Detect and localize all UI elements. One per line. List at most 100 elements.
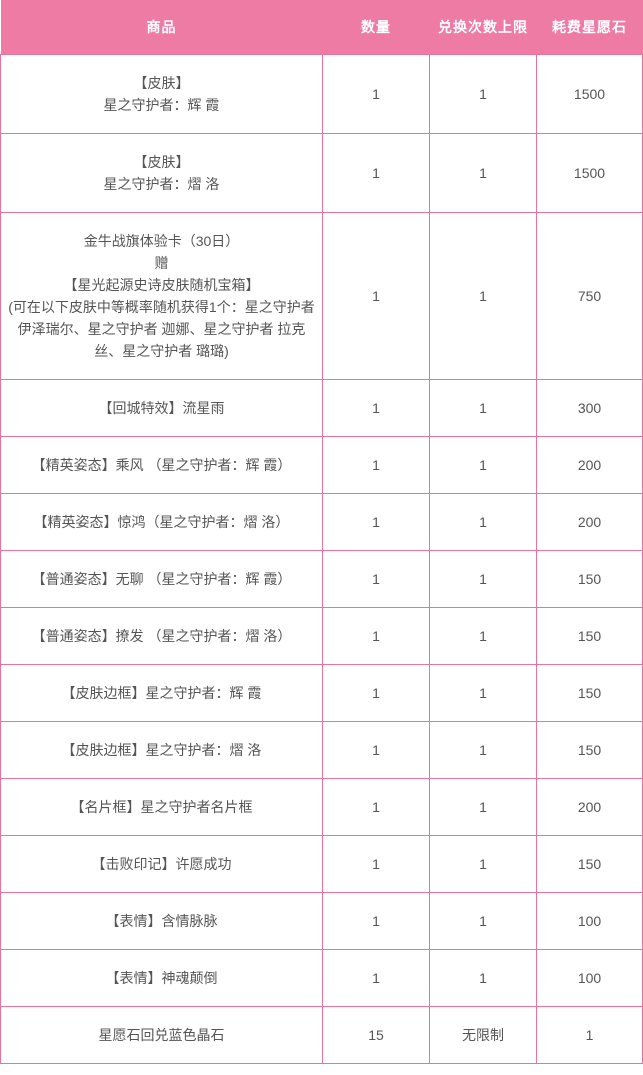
quantity-cell: 1 [322,379,430,437]
cost-cell: 150 [536,721,643,779]
product-cell: 【精英姿态】惊鸿（星之守护者：熠 洛） [0,493,323,551]
exchange-limit-cell: 1 [429,778,537,836]
product-cell: 【表情】神魂颠倒 [0,949,323,1007]
product-name-line: 赠 [154,255,169,271]
product-name-line: 【击败印记】许愿成功 [91,856,232,872]
table-row: 【皮肤边框】星之守护者：熠 洛 1 1 150 [0,721,643,779]
exchange-limit-cell: 1 [429,550,537,608]
table-row: 金牛战旗体验卡（30日） 赠【星光起源史诗皮肤随机宝箱】 (可在以下皮肤中等概率随机… [0,212,643,380]
exchange-limit-cell: 1 [429,949,537,1007]
product-name-line: (可在以下皮肤中等概率随机获得1个：星之守护者 伊泽瑞尔、星之守护者 迦娜、星之… [8,299,315,359]
exchange-limit-cell: 1 [429,212,537,380]
table-row: 【精英姿态】惊鸿（星之守护者：熠 洛） 1 1 200 [0,493,643,551]
cost-cell: 150 [536,607,643,665]
table-row: 【精英姿态】乘风 （星之守护者：辉 霞） 1 1 200 [0,436,643,494]
product-name-line: 【普通姿态】无聊 （星之守护者：辉 霞） [31,571,292,587]
quantity-cell: 1 [322,778,430,836]
exchange-limit-cell: 1 [429,379,537,437]
exchange-limit-cell: 1 [429,436,537,494]
product-cell: 【皮肤】星之守护者：辉 霞 [0,54,323,134]
table-row: 【普通姿态】撩发 （星之守护者：熠 洛） 1 1 150 [0,607,643,665]
product-cell: 【回城特效】流星雨 [0,379,323,437]
quantity-cell: 1 [322,607,430,665]
table-row: 【回城特效】流星雨 1 1 300 [0,379,643,437]
cost-cell: 100 [536,892,643,950]
cost-cell: 100 [536,949,643,1007]
cost-cell: 1 [536,1006,643,1064]
product-name-line: 星愿石回兑蓝色晶石 [98,1027,225,1043]
cost-cell: 150 [536,664,643,722]
col-header-product: 商品 [0,0,323,55]
product-name-line: 【表情】含情脉脉 [105,913,218,929]
exchange-limit-cell: 1 [429,607,537,665]
table-row: 【击败印记】许愿成功 1 1 150 [0,835,643,893]
table-row: 【普通姿态】无聊 （星之守护者：辉 霞） 1 1 150 [0,550,643,608]
header-row: 商品 数量 兑换次数上限 耗费星愿石 [0,0,643,55]
product-cell: 【皮肤边框】星之守护者：熠 洛 [0,721,323,779]
product-cell: 金牛战旗体验卡（30日） 赠【星光起源史诗皮肤随机宝箱】 (可在以下皮肤中等概率随机… [0,212,323,380]
table-header: 商品 数量 兑换次数上限 耗费星愿石 [0,0,643,55]
product-name-line: 【名片框】星之守护者名片框 [70,799,253,815]
product-cell: 【击败印记】许愿成功 [0,835,323,893]
product-name-line: 金牛战旗体验卡（30日） [83,233,240,249]
table-row: 【表情】含情脉脉 1 1 100 [0,892,643,950]
product-name-line: 【皮肤】 [133,154,190,170]
product-name-line: 【星光起源史诗皮肤随机宝箱】 [63,277,260,293]
cost-cell: 150 [536,550,643,608]
quantity-cell: 1 [322,133,430,213]
col-header-exchange-limit: 兑换次数上限 [429,0,537,55]
table-row: 【皮肤】 星之守护者：熠 洛 1 1 1500 [0,133,643,213]
cost-cell: 1500 [536,54,643,134]
quantity-cell: 1 [322,949,430,1007]
product-cell: 【皮肤】星之守护者：熠 洛 [0,133,323,213]
product-name-line: 【精英姿态】乘风 （星之守护者：辉 霞） [31,457,292,473]
quantity-cell: 1 [322,436,430,494]
product-name-line: 星之守护者：熠 洛 [103,176,220,192]
exchange-limit-cell: 1 [429,133,537,213]
cost-cell: 750 [536,212,643,380]
quantity-cell: 1 [322,835,430,893]
quantity-cell: 1 [322,550,430,608]
exchange-limit-cell: 1 [429,835,537,893]
product-cell: 【普通姿态】无聊 （星之守护者：辉 霞） [0,550,323,608]
table-row: 【皮肤边框】星之守护者：辉 霞 1 1 150 [0,664,643,722]
product-name-line: 【回城特效】流星雨 [98,400,225,416]
col-header-quantity: 数量 [322,0,430,55]
quantity-cell: 15 [322,1006,430,1064]
cost-cell: 1500 [536,133,643,213]
table-row: 【名片框】星之守护者名片框 1 1 200 [0,778,643,836]
product-name-line: 星之守护者：辉 霞 [103,97,220,113]
cost-cell: 200 [536,436,643,494]
cost-cell: 200 [536,778,643,836]
quantity-cell: 1 [322,721,430,779]
product-cell: 【皮肤边框】星之守护者：辉 霞 [0,664,323,722]
table-body: 【皮肤】 星之守护者：辉 霞 1 1 1500 【皮肤】 星之守护者：熠 洛 1 1 1500 金牛… [0,54,643,1064]
col-header-cost: 耗费星愿石 [536,0,643,55]
cost-cell: 200 [536,493,643,551]
quantity-cell: 1 [322,493,430,551]
quantity-cell: 1 [322,664,430,722]
product-name-line: 【普通姿态】撩发 （星之守护者：熠 洛） [31,628,292,644]
table-row: 【表情】神魂颠倒 1 1 100 [0,949,643,1007]
exchange-limit-cell: 1 [429,664,537,722]
exchange-limit-cell: 1 [429,54,537,134]
cost-cell: 150 [536,835,643,893]
table-row: 星愿石回兑蓝色晶石 15 无限制 1 [0,1006,643,1064]
product-name-line: 【皮肤边框】星之守护者：辉 霞 [61,685,262,701]
quantity-cell: 1 [322,54,430,134]
product-cell: 星愿石回兑蓝色晶石 [0,1006,323,1064]
product-name-line: 【精英姿态】惊鸿（星之守护者：熠 洛） [33,514,290,530]
product-cell: 【名片框】星之守护者名片框 [0,778,323,836]
product-cell: 【表情】含情脉脉 [0,892,323,950]
product-name-line: 【皮肤】 [133,75,190,91]
exchange-limit-cell: 1 [429,892,537,950]
product-name-line: 【表情】神魂颠倒 [105,970,218,986]
product-name-line: 【皮肤边框】星之守护者：熠 洛 [61,742,262,758]
exchange-limit-cell: 无限制 [429,1006,537,1064]
product-cell: 【精英姿态】乘风 （星之守护者：辉 霞） [0,436,323,494]
product-cell: 【普通姿态】撩发 （星之守护者：熠 洛） [0,607,323,665]
exchange-limit-cell: 1 [429,721,537,779]
quantity-cell: 1 [322,892,430,950]
